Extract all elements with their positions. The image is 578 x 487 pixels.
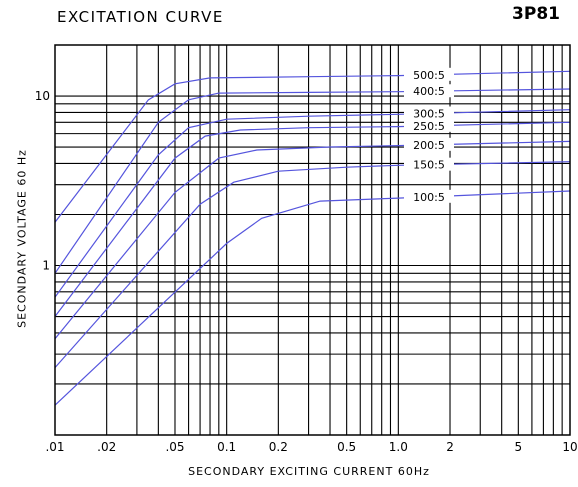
curve-lines — [55, 71, 570, 405]
curve-label: 300:5 — [413, 107, 445, 120]
grid-lines — [55, 45, 570, 435]
x-tick-label: .05 — [165, 440, 184, 454]
curve-label: 400:5 — [413, 85, 445, 98]
curve-label: 150:5 — [413, 159, 445, 172]
x-tick-label: 5 — [515, 440, 523, 454]
curve-label: 500:5 — [413, 69, 445, 82]
x-tick-label: 0.2 — [269, 440, 288, 454]
y-tick-label: 10 — [35, 89, 50, 103]
x-tick-label: .02 — [97, 440, 116, 454]
x-axis-label: SECONDARY EXCITING CURRENT 60Hz — [0, 465, 578, 478]
curve-150-5 — [55, 162, 570, 368]
curve-200-5 — [55, 141, 570, 338]
x-tick-label: 10 — [562, 440, 577, 454]
x-tick-label: 0.5 — [337, 440, 356, 454]
curve-label: 250:5 — [413, 120, 445, 133]
curve-250-5 — [55, 122, 570, 316]
x-tick-label: 2 — [446, 440, 454, 454]
y-tick-labels: 1 10 — [35, 89, 50, 272]
curve-label: 200:5 — [413, 139, 445, 152]
y-tick-label: 1 — [42, 259, 50, 273]
curve-label: 100:5 — [413, 191, 445, 204]
y-axis-label: SECONDARY VOLTAGE 60 Hz — [16, 139, 29, 339]
x-tick-label: 1.0 — [389, 440, 408, 454]
x-tick-label: .01 — [45, 440, 64, 454]
x-tick-labels: .01 .02 .05 0.1 0.2 0.5 1.0 2 5 10 — [45, 440, 577, 454]
curve-100-5 — [55, 191, 570, 405]
x-tick-label: 0.1 — [217, 440, 236, 454]
